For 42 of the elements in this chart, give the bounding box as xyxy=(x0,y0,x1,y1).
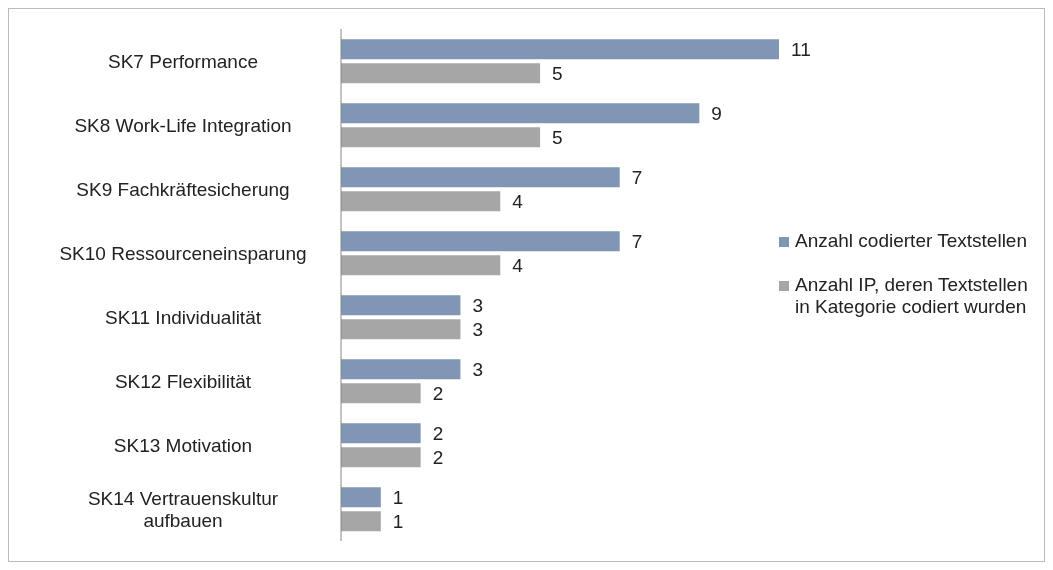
y-tick-label: SK10 Ressourceneinsparung xyxy=(59,242,307,264)
bar xyxy=(341,487,381,508)
data-label: 2 xyxy=(432,382,444,404)
bar xyxy=(341,383,421,404)
bar xyxy=(341,127,541,148)
data-label: 2 xyxy=(432,446,444,468)
data-label: 5 xyxy=(552,62,563,84)
bar xyxy=(341,423,421,444)
y-tick-label: SK7 Performance xyxy=(108,50,258,72)
bar xyxy=(341,511,381,532)
y-tick-label: SK11 Individualität xyxy=(105,306,262,328)
data-label: 1 xyxy=(392,510,404,532)
bar xyxy=(341,319,461,340)
y-tick-label: SK12 Flexibilität xyxy=(114,370,252,392)
bar xyxy=(341,39,779,60)
y-tick-label: SK14 Vertrauenskultur aufbauen xyxy=(87,487,279,531)
y-tick-label: SK8 Work-Life Integration xyxy=(74,114,292,136)
data-label: 3 xyxy=(472,318,484,340)
legend-label: Anzahl codierter Textstellen xyxy=(795,230,1027,252)
bar xyxy=(341,167,620,188)
y-tick-label: SK9 Fachkräftesicherung xyxy=(76,178,290,200)
data-label: 5 xyxy=(552,126,563,148)
y-tick-label: SK13 Motivation xyxy=(113,434,253,456)
bar xyxy=(341,255,501,276)
data-label: 7 xyxy=(631,166,643,188)
data-label: 11 xyxy=(791,38,811,60)
data-label: 9 xyxy=(711,102,722,124)
bar xyxy=(341,231,620,252)
bar xyxy=(341,103,700,124)
bar xyxy=(341,191,501,212)
bar xyxy=(341,295,461,316)
data-label: 2 xyxy=(432,422,444,444)
bar xyxy=(341,63,541,84)
legend-label: Anzahl IP, deren Textstellen in Kategorie codiert wurden xyxy=(795,274,1029,318)
data-label: 3 xyxy=(472,358,484,380)
data-label: 3 xyxy=(472,294,484,316)
data-label: 1 xyxy=(392,486,404,508)
bar xyxy=(341,359,461,380)
data-label: 4 xyxy=(512,190,524,212)
bar xyxy=(341,447,421,468)
data-label: 4 xyxy=(512,254,524,276)
data-label: 7 xyxy=(631,230,643,252)
